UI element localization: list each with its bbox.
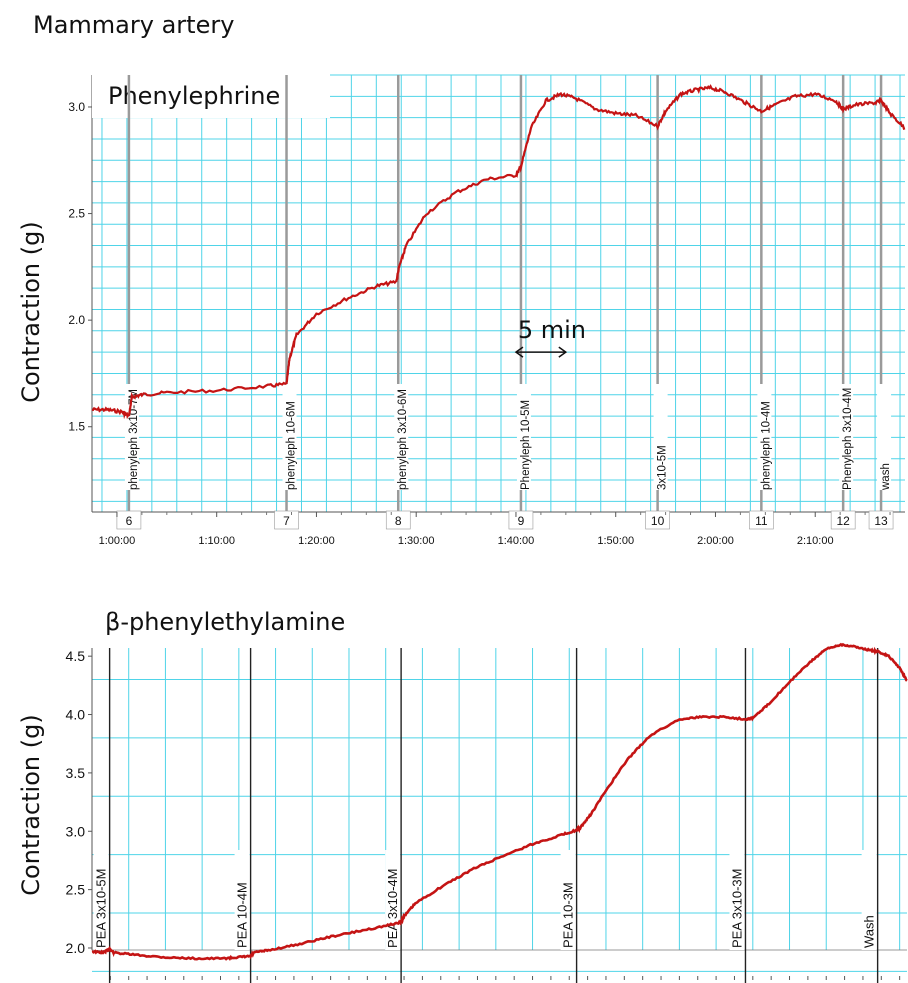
x-tick-label: 1:30:00 bbox=[398, 535, 435, 547]
five-min-scale-annotation: 5 min bbox=[514, 316, 586, 358]
event-number: 11 bbox=[755, 514, 768, 528]
event-label: 3x10-5M bbox=[657, 445, 669, 490]
event-label: Wash bbox=[862, 915, 877, 948]
y-tick-label: 3.0 bbox=[68, 100, 85, 114]
event-label-backdrop bbox=[653, 384, 668, 490]
phenylephrine-title: Phenylephrine bbox=[108, 82, 280, 110]
pea-title: β-phenylethylamine bbox=[105, 608, 345, 636]
event-label-backdrop bbox=[560, 850, 576, 950]
event-label: wash bbox=[880, 463, 892, 491]
pea-event-markers: PEA 3x10-5M PEA 10-4M PEA 3x10-4M PEA 10-3M… bbox=[93, 648, 879, 983]
event-number: 7 bbox=[283, 514, 290, 528]
y-tick-label: 2.5 bbox=[66, 882, 86, 898]
event-label: PEA 10-4M bbox=[235, 882, 250, 948]
event-label: PEA 3x10-4M bbox=[385, 869, 400, 949]
phenylephrine-y-ticks: 1.5 2.0 2.5 3.0 bbox=[68, 100, 92, 434]
x-tick-label: 2:00:00 bbox=[697, 535, 734, 547]
event-label-backdrop bbox=[516, 384, 531, 490]
event-number-box bbox=[868, 510, 894, 530]
event-label-backdrop bbox=[124, 384, 139, 490]
event-label: PEA 3x10-3M bbox=[729, 869, 744, 949]
event-label-backdrop bbox=[234, 850, 250, 950]
phenylephrine-gridlines bbox=[91, 74, 905, 513]
event-label: phenyleph 10-4M bbox=[760, 401, 772, 490]
five-min-label: 5 min bbox=[518, 316, 586, 344]
x-tick-label: 1:50:00 bbox=[597, 535, 634, 547]
event-label-backdrop bbox=[394, 384, 409, 490]
y-tick-label: 2.0 bbox=[66, 940, 86, 956]
y-tick-label: 3.0 bbox=[66, 823, 86, 839]
phenylephrine-title-backdrop bbox=[92, 70, 330, 118]
event-label-backdrop bbox=[282, 384, 297, 490]
y-tick-label: 4.0 bbox=[66, 707, 86, 723]
event-number-box bbox=[508, 510, 534, 530]
event-label-backdrop bbox=[877, 384, 892, 490]
event-number: 12 bbox=[836, 514, 850, 528]
event-label-backdrop bbox=[729, 850, 745, 950]
event-label: phenyleph 3x10-6M bbox=[397, 389, 409, 490]
pea-chart: β-phenylethylamine PEA 3x10-5M PEA 10-4M P… bbox=[17, 608, 908, 983]
event-number: 6 bbox=[126, 514, 133, 528]
event-label: phenyleph 3x10-7M bbox=[128, 389, 140, 490]
event-number-box bbox=[749, 510, 774, 530]
figure-title: Mammary artery bbox=[33, 11, 234, 39]
y-tick-label: 2.0 bbox=[68, 313, 85, 327]
event-label: PEA 10-3M bbox=[561, 882, 576, 948]
y-tick-label: 1.5 bbox=[68, 420, 85, 434]
phenylephrine-x-ticks: 1:00:00 1:10:00 1:20:00 1:30:00 1:40:00 1:50:… bbox=[99, 512, 891, 547]
scale-arrow-head-left bbox=[514, 346, 524, 358]
phenylephrine-trace bbox=[91, 84, 906, 420]
event-number-box bbox=[385, 510, 411, 530]
event-label: Phenyleph 10-5M bbox=[520, 400, 532, 490]
event-label: phenyleph 10-6M bbox=[286, 401, 298, 490]
pea-trace bbox=[91, 642, 908, 961]
phenylephrine-y-axis-label: Contraction (g) bbox=[17, 221, 45, 402]
phenylephrine-event-markers: phenyleph 3x10-7M 6 phenyleph 10-6M 7 phenyl… bbox=[116, 75, 894, 530]
event-label: PEA 3x10-5M bbox=[94, 869, 109, 949]
event-number: 10 bbox=[651, 514, 665, 528]
x-tick-label: 1:20:00 bbox=[298, 535, 335, 547]
x-tick-label: 1:40:00 bbox=[498, 535, 535, 547]
y-tick-label: 3.5 bbox=[66, 765, 86, 781]
x-tick-label: 1:00:00 bbox=[99, 535, 136, 547]
y-tick-label: 4.5 bbox=[66, 648, 86, 664]
event-number: 9 bbox=[518, 514, 525, 528]
event-number-box bbox=[645, 510, 670, 530]
pea-y-ticks: 2.0 2.5 3.0 3.5 4.0 4.5 bbox=[66, 648, 92, 956]
phenylephrine-chart: Phenylephrine phenyleph 3x10-7M6phenylep… bbox=[17, 70, 906, 547]
x-tick-label: 2:10:00 bbox=[797, 535, 834, 547]
y-tick-label: 2.5 bbox=[68, 207, 85, 221]
event-number-box bbox=[274, 510, 299, 530]
event-label-backdrop bbox=[861, 850, 877, 950]
event-number: 13 bbox=[874, 514, 888, 528]
scale-arrow-head-right bbox=[558, 346, 568, 358]
event-label-backdrop bbox=[757, 384, 772, 490]
pea-gridlines bbox=[91, 648, 907, 980]
event-number-box bbox=[116, 510, 142, 530]
event-label-backdrop bbox=[839, 384, 854, 490]
event-label-backdrop bbox=[93, 850, 109, 950]
pea-y-axis-label: Contraction (g) bbox=[17, 714, 45, 895]
event-number: 8 bbox=[395, 514, 402, 528]
event-label: Phenyleph 3x10-4M bbox=[842, 388, 854, 490]
x-tick-label: 1:10:00 bbox=[198, 535, 235, 547]
event-number-box bbox=[830, 510, 856, 530]
